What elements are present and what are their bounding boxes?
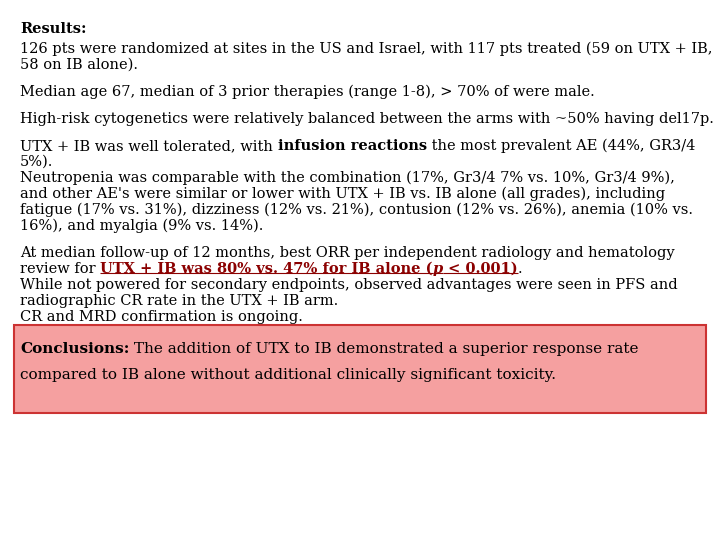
Text: 16%), and myalgia (9% vs. 14%).: 16%), and myalgia (9% vs. 14%). [20,219,264,233]
Text: p: p [433,262,443,276]
FancyBboxPatch shape [14,325,706,413]
Text: compared to IB alone without additional clinically significant toxicity.: compared to IB alone without additional … [20,368,556,382]
Text: and other AE's were similar or lower with UTX + IB vs. IB alone (all grades), in: and other AE's were similar or lower wit… [20,187,665,201]
Text: High-risk cytogenetics were relatively balanced between the arms with ~50% havin: High-risk cytogenetics were relatively b… [20,112,714,126]
Text: Median age 67, median of 3 prior therapies (range 1-8), > 70% of were male.: Median age 67, median of 3 prior therapi… [20,85,595,99]
Text: fatigue (17% vs. 31%), dizziness (12% vs. 21%), contusion (12% vs. 26%), anemia : fatigue (17% vs. 31%), dizziness (12% vs… [20,203,693,218]
Text: UTX + IB was well tolerated, with: UTX + IB was well tolerated, with [20,139,277,153]
Text: < 0.001): < 0.001) [443,262,518,276]
Text: The addition of UTX to IB demonstrated a superior response rate: The addition of UTX to IB demonstrated a… [130,342,639,356]
Text: infusion reactions: infusion reactions [277,139,427,153]
Text: Conclusions:: Conclusions: [20,342,130,356]
Text: .: . [518,262,522,276]
Text: review for: review for [20,262,100,276]
Text: 5%).: 5%). [20,155,53,169]
Text: 126 pts were randomized at sites in the US and Israel, with 117 pts treated (59 : 126 pts were randomized at sites in the … [20,42,713,56]
Text: radiographic CR rate in the UTX + IB arm.: radiographic CR rate in the UTX + IB arm… [20,294,338,308]
Text: the most prevalent AE (44%, GR3/4: the most prevalent AE (44%, GR3/4 [427,139,695,153]
Text: CR and MRD confirmation is ongoing.: CR and MRD confirmation is ongoing. [20,310,303,324]
Text: Results:: Results: [20,22,86,36]
Text: While not powered for secondary endpoints, observed advantages were seen in PFS : While not powered for secondary endpoint… [20,278,678,292]
Text: UTX + IB was 80% vs. 47% for IB alone (: UTX + IB was 80% vs. 47% for IB alone ( [100,262,433,276]
Text: At median follow-up of 12 months, best ORR per independent radiology and hematol: At median follow-up of 12 months, best O… [20,246,675,260]
Text: 58 on IB alone).: 58 on IB alone). [20,58,138,72]
Text: Neutropenia was comparable with the combination (17%, Gr3/4 7% vs. 10%, Gr3/4 9%: Neutropenia was comparable with the comb… [20,171,675,185]
